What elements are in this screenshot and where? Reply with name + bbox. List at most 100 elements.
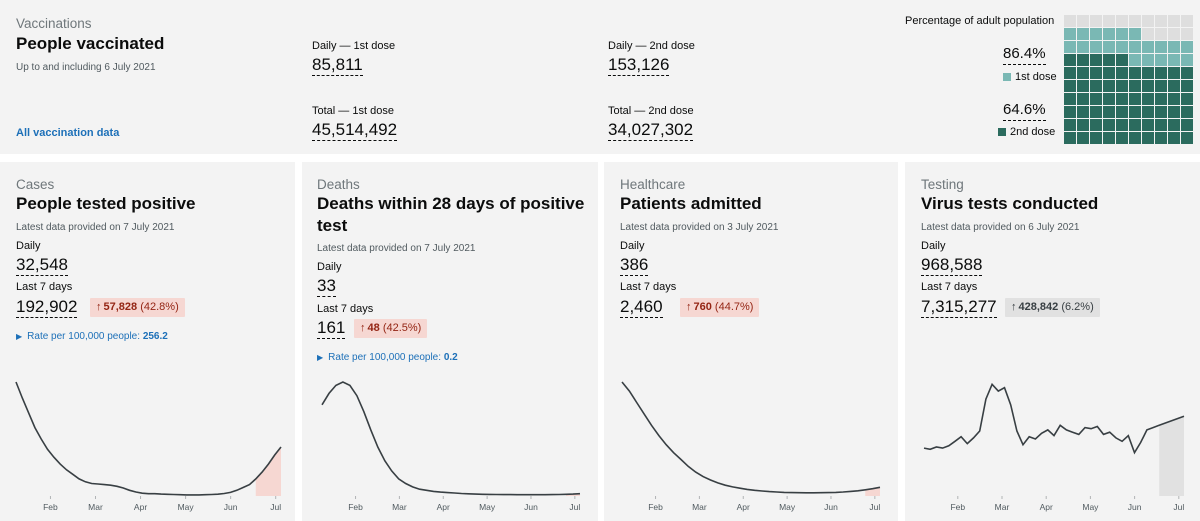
total-1st-dose-value[interactable]: 45,514,492 [312,120,398,141]
pct-2nd-dose-value[interactable]: 64.6% [1003,100,1046,121]
cases-change-badge: ↑ 57,828 (42.8%) [90,298,185,317]
testing-week-value[interactable]: 7,315,277 [921,297,997,318]
waffle-cell-2nd-dose [1142,80,1154,92]
waffle-cell-1st-dose [1090,41,1102,53]
vaccinations-category: Vaccinations [16,16,92,31]
daily-1st-dose-value[interactable]: 85,811 [312,55,363,76]
waffle-cell-2nd-dose [1168,106,1180,118]
cases-change-value: 57,828 [103,301,138,313]
waffle-cell-2nd-dose [1090,54,1102,66]
cases-week-value[interactable]: 192,902 [16,297,78,318]
x-tick-label: Apr [1040,502,1053,512]
waffle-cell-2nd-dose [1155,119,1167,131]
waffle-cell-empty [1142,15,1154,27]
vaccinations-card: Vaccinations People vaccinated Up to and… [0,0,1200,154]
deaths-change-badge: ↑ 48 (42.5%) [354,319,428,338]
waffle-cell-2nd-dose [1129,132,1141,144]
waffle-cell-2nd-dose [1181,119,1193,131]
cases-rate-value: 256.2 [142,331,168,342]
x-tick-label: Jul [1173,502,1184,512]
waffle-cell-2nd-dose [1090,119,1102,131]
vaccinations-title: People vaccinated [16,34,165,53]
waffle-cell-1st-dose [1064,28,1076,40]
waffle-cell-2nd-dose [1129,93,1141,105]
waffle-cell-empty [1155,15,1167,27]
waffle-cell-2nd-dose [1090,106,1102,118]
waffle-cell-1st-dose [1129,28,1141,40]
x-tick-label: May [779,502,796,512]
deaths-week-value[interactable]: 161 [317,318,346,339]
waffle-cell-1st-dose [1181,54,1193,66]
x-tick-label: Feb [43,502,58,512]
waffle-cell-1st-dose [1077,28,1089,40]
total-2nd-dose-label: Total — 2nd dose [608,105,694,117]
legend-1st-dose-label: 1st dose [1015,71,1057,83]
waffle-cell-empty [1129,15,1141,27]
deaths-change-value: 48 [367,322,380,334]
testing-change-badge: ↑ 428,842 (6.2%) [1005,298,1100,317]
waffle-cell-empty [1168,15,1180,27]
waffle-cell-1st-dose [1142,54,1154,66]
testing-category: Testing [921,177,964,192]
x-tick-label: Mar [392,502,407,512]
waffle-cell-1st-dose [1129,54,1141,66]
healthcare-daily-value[interactable]: 386 [620,255,649,276]
waffle-cell-2nd-dose [1064,54,1076,66]
testing-chart: Feb Mar Apr May Jun Jul [923,382,1184,512]
pct-1st-dose-value[interactable]: 86.4% [1003,44,1046,65]
waffle-cell-2nd-dose [1129,106,1141,118]
waffle-cell-2nd-dose [1090,67,1102,79]
triangle-right-icon: ▶ [317,353,324,362]
waffle-cell-2nd-dose [1142,67,1154,79]
x-tick-label: Jul [270,502,281,512]
testing-daily-value[interactable]: 968,588 [921,255,983,276]
vaccinations-subtitle: Up to and including 6 July 2021 [16,62,156,73]
waffle-cell-2nd-dose [1116,54,1128,66]
waffle-cell-2nd-dose [1116,67,1128,79]
waffle-cell-2nd-dose [1116,119,1128,131]
waffle-cell-empty [1116,15,1128,27]
deaths-rate-toggle[interactable]: ▶ Rate per 100,000 people: 0.2 [317,352,458,363]
waffle-cell-empty [1155,28,1167,40]
waffle-cell-1st-dose [1116,28,1128,40]
waffle-cell-2nd-dose [1077,67,1089,79]
cases-daily-value[interactable]: 32,548 [16,255,68,276]
waffle-cell-empty [1090,15,1102,27]
recent-period-highlight [255,446,281,496]
deaths-card: Deaths Deaths within 28 days of positive… [302,162,598,521]
daily-2nd-dose-value[interactable]: 153,126 [608,55,670,76]
waffle-cell-2nd-dose [1155,80,1167,92]
waffle-cell-empty [1077,15,1089,27]
x-tick-label: Jul [869,502,880,512]
deaths-daily-value[interactable]: 33 [317,276,336,297]
legend-2nd-dose: 2nd dose [998,126,1055,138]
cases-daily-label: Daily [16,240,41,252]
waffle-cell-1st-dose [1064,41,1076,53]
waffle-cell-empty [1181,15,1193,27]
testing-week-label: Last 7 days [921,281,978,293]
x-tick-label: Jun [824,502,838,512]
all-vaccination-data-link[interactable]: All vaccination data [16,127,120,139]
waffle-cell-2nd-dose [1103,93,1115,105]
cases-category: Cases [16,177,55,192]
waffle-cell-empty [1103,15,1115,27]
waffle-cell-1st-dose [1103,41,1115,53]
arrow-up-icon: ↑ [360,322,366,334]
x-tick-label: May [178,502,195,512]
waffle-cell-empty [1181,28,1193,40]
waffle-cell-2nd-dose [1077,93,1089,105]
healthcare-subtitle: Latest data provided on 3 July 2021 [620,222,779,233]
healthcare-category: Healthcare [620,177,686,192]
daily-1st-dose-label: Daily — 1st dose [312,40,396,52]
cases-rate-label: Rate per 100,000 people: [27,331,141,342]
daily-2nd-dose-label: Daily — 2nd dose [608,40,695,52]
waffle-cell-2nd-dose [1168,67,1180,79]
healthcare-week-value[interactable]: 2,460 [620,297,663,318]
waffle-cell-2nd-dose [1129,119,1141,131]
x-tick-label: Apr [134,502,147,512]
cases-rate-toggle[interactable]: ▶ Rate per 100,000 people: 256.2 [16,331,168,342]
waffle-cell-1st-dose [1168,41,1180,53]
cases-week-label: Last 7 days [16,281,73,293]
waffle-cell-1st-dose [1090,28,1102,40]
total-2nd-dose-value[interactable]: 34,027,302 [608,120,694,141]
